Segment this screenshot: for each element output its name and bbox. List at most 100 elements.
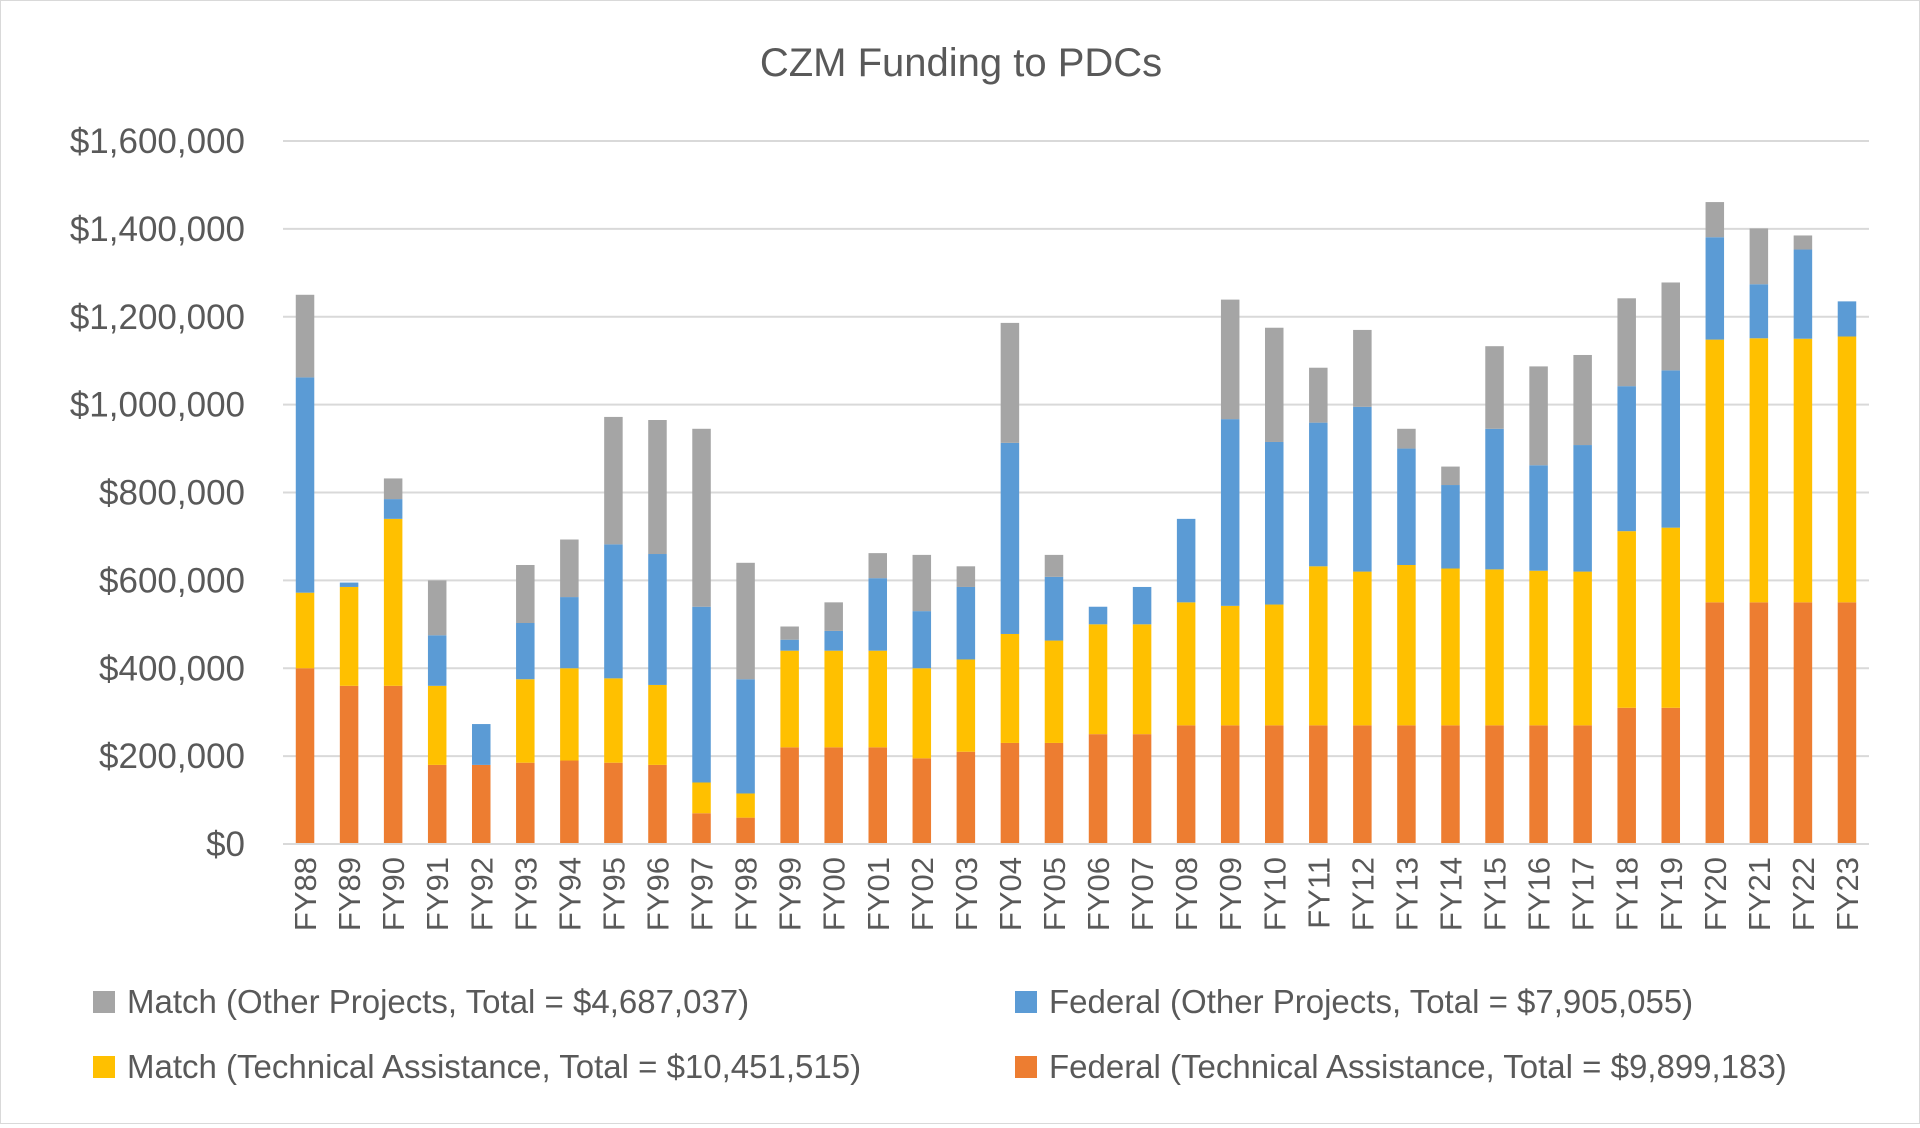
bar-segment — [648, 764, 667, 844]
bar-segment — [1793, 249, 1813, 339]
bar-segment — [1132, 586, 1152, 625]
x-tick-label: FY11 — [1301, 857, 1336, 929]
bar-segment — [339, 586, 359, 686]
bar-segment — [956, 659, 976, 752]
bar-segment — [1485, 725, 1504, 844]
x-tick-label: FY97 — [685, 857, 720, 931]
legend-item-match-other-projects: Match (Other Projects, Total = $4,687,03… — [93, 983, 749, 1020]
bar-segment — [1000, 633, 1020, 743]
bar-segment — [868, 747, 888, 844]
bar-segment — [736, 679, 755, 794]
bar-segment — [956, 566, 976, 587]
bar-segment — [868, 578, 888, 651]
x-tick-label: FY01 — [861, 857, 896, 931]
bar-segment — [824, 650, 843, 748]
bar-segment — [780, 747, 799, 844]
bar-segment — [516, 564, 535, 623]
bar-segment — [956, 751, 976, 844]
bar-segment — [1397, 448, 1416, 565]
bar-segment — [780, 639, 799, 651]
bar-segment — [339, 582, 359, 587]
bar-segment — [1793, 338, 1813, 603]
chart-title: CZM Funding to PDCs — [760, 41, 1162, 85]
bar-segment — [1573, 571, 1592, 726]
bar-segment — [1088, 624, 1108, 735]
bar-segment — [912, 668, 932, 759]
bar-segment — [780, 650, 799, 748]
x-tick-label: FY19 — [1654, 857, 1689, 931]
bar-segment — [824, 747, 843, 844]
bar-segment — [736, 817, 755, 844]
x-tick-label: FY88 — [288, 857, 323, 931]
bar-segment — [1793, 602, 1813, 844]
x-tick-label: FY93 — [508, 857, 543, 931]
legend-label-match-other-projects: Match (Other Projects, Total = $4,687,03… — [127, 983, 749, 1020]
bar-segment — [295, 294, 315, 378]
bar-segment — [868, 650, 888, 748]
y-axis-ticks: $0 $200,000 $400,000 $600,000 $800,000 $1,000… — [70, 122, 245, 864]
x-tick-label: FY08 — [1169, 857, 1204, 931]
bar-segment — [1529, 570, 1548, 726]
bar-segment — [1220, 605, 1240, 726]
y-tick-label: $1,000,000 — [70, 386, 245, 425]
bar-segment — [1176, 518, 1196, 603]
legend-swatch-federal-other-projects — [1015, 991, 1037, 1013]
bar-segment — [604, 544, 623, 679]
bar-segment — [824, 630, 843, 651]
bar-segment — [1749, 284, 1769, 339]
bar-segment — [560, 760, 579, 844]
bar-segment — [1441, 568, 1460, 726]
y-tick-label: $800,000 — [99, 474, 245, 513]
x-tick-label: FY22 — [1786, 857, 1821, 931]
x-tick-label: FY18 — [1610, 857, 1645, 931]
legend-item-federal-technical-assistance: Federal (Technical Assistance, Total = $… — [1015, 1048, 1787, 1085]
bar-segment — [295, 592, 315, 669]
bar-segment — [1309, 566, 1328, 726]
legend-swatch-federal-technical-assistance — [1015, 1056, 1037, 1078]
bar-segment — [1661, 527, 1681, 708]
x-tick-label: FY96 — [640, 857, 675, 931]
x-tick-label: FY94 — [552, 857, 587, 931]
bar-segment — [560, 597, 579, 669]
bar-segment — [427, 764, 447, 844]
bar-segment — [1837, 602, 1857, 844]
bar-segment — [1573, 445, 1592, 572]
bar-segment — [339, 685, 359, 844]
bar-segment — [1573, 354, 1592, 446]
bar-segment — [1132, 734, 1152, 844]
bar-segment — [1264, 327, 1284, 442]
bar-segment — [692, 606, 711, 783]
y-tick-label: $400,000 — [99, 649, 245, 688]
bar-segment — [604, 678, 623, 763]
bar-segment — [1088, 734, 1108, 844]
x-tick-label: FY06 — [1081, 857, 1116, 931]
bar-segment — [516, 622, 535, 680]
bar-segment — [1264, 725, 1284, 844]
bar-segment — [1264, 441, 1284, 605]
bar-segment — [1705, 339, 1725, 603]
bar-segment — [648, 684, 667, 765]
bar-segment — [1353, 571, 1372, 726]
y-tick-label: $1,200,000 — [70, 298, 245, 337]
x-tick-label: FY23 — [1830, 857, 1865, 931]
bar-segment — [383, 685, 403, 844]
x-tick-label: FY99 — [773, 857, 808, 931]
bar-segment — [648, 420, 667, 555]
bar-segment — [1705, 602, 1725, 844]
bar-segment — [1749, 228, 1769, 285]
bar-segment — [1220, 725, 1240, 844]
y-tick-label: $1,600,000 — [70, 122, 245, 161]
x-tick-label: FY09 — [1213, 857, 1248, 931]
bar-segment — [1000, 322, 1020, 443]
bar-segment — [1264, 604, 1284, 726]
bar-segment — [1309, 725, 1328, 844]
bar-segment — [1132, 624, 1152, 735]
bar-segment — [912, 758, 932, 844]
bar-segment — [1220, 419, 1240, 606]
bar-segment — [295, 668, 315, 844]
bar-segment — [516, 679, 535, 763]
bar-segment — [383, 499, 403, 519]
bar-segment — [648, 554, 667, 685]
x-tick-label: FY98 — [729, 857, 764, 931]
x-tick-label: FY15 — [1478, 857, 1513, 931]
